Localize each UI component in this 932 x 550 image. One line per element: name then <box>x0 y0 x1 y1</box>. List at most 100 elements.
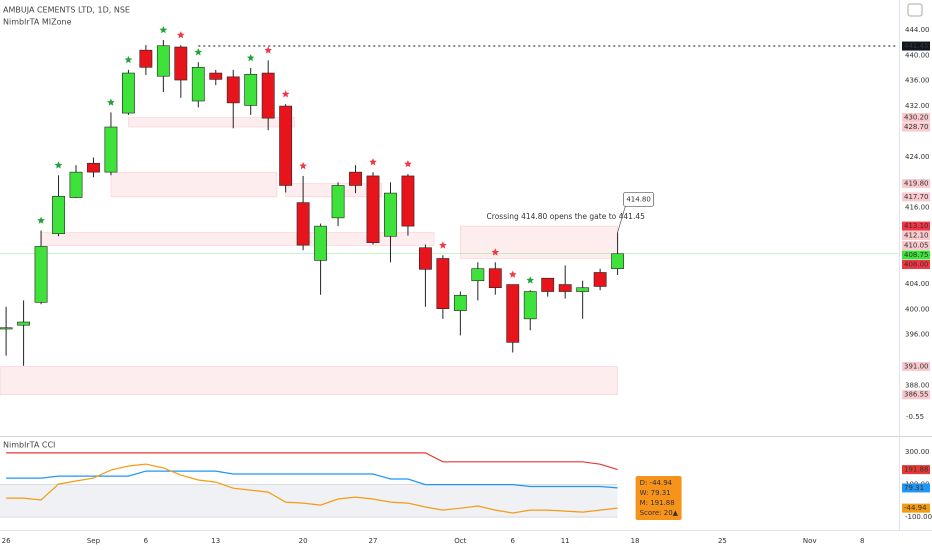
candle-body <box>104 126 118 173</box>
price-label: 441.45 <box>904 42 929 50</box>
price-label-box <box>902 259 930 269</box>
price-label: 428.70 <box>904 123 929 131</box>
price-label-box <box>902 179 930 189</box>
candle-body <box>314 225 328 261</box>
y-tick-label: 388.00 <box>905 382 930 390</box>
candle-body <box>436 258 450 309</box>
y-tick-label: 444.00 <box>905 26 930 34</box>
bull-signal <box>124 55 133 64</box>
y-tick-label: 436.00 <box>905 77 930 85</box>
candle-body <box>576 287 590 292</box>
y-tick-label: 416.00 <box>905 204 930 212</box>
candle-body <box>506 284 520 343</box>
annotation: Crossing 414.80 opens the gate to 441.45 <box>487 212 646 221</box>
last-value-label: -44.94 <box>904 504 927 512</box>
callout-box <box>623 191 654 207</box>
price-label: 430.20 <box>904 114 929 122</box>
cci-line <box>6 452 618 471</box>
y-tick-label: 440.00 <box>905 51 930 59</box>
x-tick-label: 20 <box>299 537 308 545</box>
candle-body <box>558 284 572 292</box>
candle-body <box>34 246 48 303</box>
price-label-box <box>902 240 930 250</box>
bull-signal <box>159 26 168 34</box>
candle-body <box>471 268 485 282</box>
price-label-box <box>902 361 930 371</box>
settings-icon[interactable] <box>907 3 923 17</box>
x-tick-label: 11 <box>561 537 570 545</box>
bear-signal <box>491 248 500 256</box>
bear-signal <box>281 90 290 98</box>
candle-body <box>69 171 83 198</box>
x-tick-label: 6 <box>511 537 516 545</box>
zone <box>0 366 618 395</box>
bear-signal <box>299 161 307 170</box>
y-tick-label: 396.00 <box>905 331 930 339</box>
bull-signal <box>194 48 203 56</box>
price-label: 419.80 <box>904 180 929 188</box>
price-label: 417.70 <box>904 193 929 201</box>
bear-signal <box>509 270 517 278</box>
candle-body <box>209 72 223 80</box>
info-line: M: 191.88 <box>640 499 675 507</box>
bear-signal <box>439 241 447 249</box>
price-label-box <box>902 221 930 231</box>
candle-body <box>611 253 625 269</box>
x-tick-label: Oct <box>454 537 466 545</box>
cci-line <box>6 463 618 514</box>
bear-signal <box>177 31 185 39</box>
y-tick-label: 432.00 <box>905 102 930 110</box>
candle-body <box>52 195 65 235</box>
x-tick-label: 8 <box>860 537 864 545</box>
bear-signal <box>404 160 412 168</box>
scale-note: -0.55 <box>906 413 924 421</box>
candle-body <box>244 74 258 106</box>
x-tick-label: Sep <box>87 537 101 545</box>
candle-body <box>87 162 100 173</box>
y-tick-label: 424.00 <box>905 153 930 161</box>
x-tick-label: 27 <box>369 537 378 545</box>
y-tick-label: 400.00 <box>905 305 930 313</box>
candle-body <box>593 272 607 287</box>
price-label-box <box>902 192 930 202</box>
cci-band <box>0 484 618 518</box>
info-box <box>635 476 682 520</box>
y-tick-label: 404.00 <box>905 280 930 288</box>
candle-body <box>453 295 467 311</box>
price-label: 386.55 <box>904 391 929 399</box>
zone <box>128 117 295 128</box>
x-tick-label: 18 <box>631 537 640 545</box>
x-tick-label: 13 <box>211 537 220 545</box>
candle-body <box>488 268 502 289</box>
candle-body <box>279 105 293 186</box>
candle-body <box>296 202 310 246</box>
y-tick-label: 300.00 <box>905 448 930 456</box>
candle-body <box>174 46 188 81</box>
info-line: D: -44.94 <box>640 479 673 487</box>
candle-body <box>156 45 170 77</box>
x-tick-label: 25 <box>718 537 727 545</box>
callout-label: 414.80 <box>626 195 651 203</box>
bull-signal <box>37 216 45 224</box>
bull-signal <box>526 276 534 284</box>
x-tick-label: Nov <box>803 537 817 545</box>
callout-pointer <box>617 205 626 233</box>
last-value-label: 191.88 <box>904 466 929 474</box>
price-label: 412.10 <box>904 232 929 240</box>
candle-body <box>331 185 345 219</box>
last-value-box <box>902 483 930 493</box>
info-line: W: 79.31 <box>640 489 671 497</box>
price-label-box <box>902 390 930 400</box>
last-value-box <box>902 503 930 513</box>
last-value-label: 79.31 <box>904 484 924 492</box>
candle-body <box>191 67 205 102</box>
candle-body <box>0 327 13 330</box>
candle-body <box>139 49 153 68</box>
price-label-box <box>902 250 930 260</box>
candle-body <box>261 72 275 119</box>
candle-body <box>366 175 380 243</box>
candle-body <box>523 291 537 320</box>
candle-body <box>541 277 555 292</box>
bear-signal <box>369 158 377 166</box>
